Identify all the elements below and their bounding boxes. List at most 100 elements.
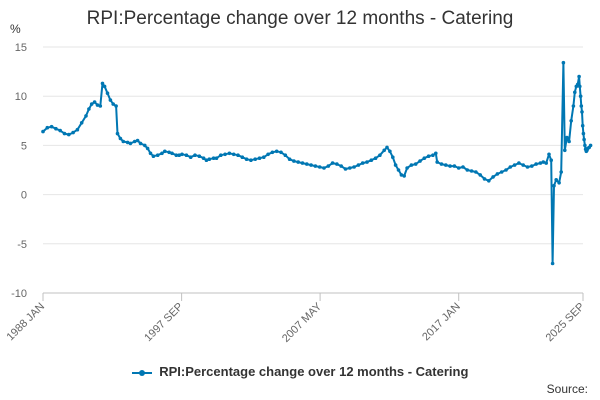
- data-point: [365, 160, 369, 164]
- data-point: [118, 136, 123, 141]
- data-point: [339, 164, 344, 168]
- data-point: [335, 162, 339, 166]
- data-point: [521, 163, 525, 167]
- data-point: [266, 152, 270, 157]
- data-point: [244, 157, 249, 161]
- data-point: [102, 84, 107, 89]
- data-point: [448, 164, 452, 168]
- data-point: [549, 158, 553, 162]
- data-point: [439, 162, 444, 166]
- data-point: [426, 154, 431, 158]
- data-point: [138, 141, 143, 146]
- data-point: [583, 143, 587, 148]
- data-point: [188, 155, 193, 159]
- data-point: [279, 150, 283, 155]
- data-point: [105, 91, 110, 95]
- data-point: [54, 126, 58, 131]
- legend-line-marker-icon: [131, 368, 152, 378]
- data-point: [296, 160, 301, 164]
- data-point: [87, 107, 91, 111]
- data-point: [148, 151, 153, 156]
- data-point: [565, 135, 569, 140]
- data-point: [577, 74, 581, 79]
- data-point: [128, 141, 133, 146]
- data-point: [253, 157, 257, 161]
- data-point: [287, 157, 292, 161]
- data-point: [300, 161, 305, 165]
- chart-title: RPI:Percentage change over 12 months - C…: [86, 8, 514, 29]
- data-point: [125, 140, 130, 145]
- data-point: [550, 261, 555, 266]
- data-point: [193, 153, 197, 157]
- data-point: [180, 152, 184, 157]
- x-tick-label: 2017 JAN: [420, 301, 463, 344]
- data-point: [409, 163, 414, 167]
- data-point: [143, 143, 147, 148]
- data-point: [174, 153, 179, 157]
- y-axis-unit-label: %: [10, 22, 21, 36]
- data-point: [554, 178, 558, 182]
- data-point: [431, 153, 435, 157]
- data-point: [309, 163, 313, 167]
- data-point: [573, 90, 577, 95]
- data-point: [67, 132, 71, 137]
- data-point: [495, 172, 500, 176]
- data-point: [385, 145, 389, 150]
- data-point: [292, 159, 296, 163]
- data-point: [525, 165, 530, 169]
- data-point: [581, 131, 586, 136]
- series-markers: [41, 60, 593, 266]
- y-tick-label: 0: [21, 190, 27, 202]
- data-point: [167, 150, 171, 155]
- data-point: [580, 110, 584, 114]
- data-point: [541, 160, 546, 164]
- data-point: [552, 183, 556, 188]
- data-point: [559, 170, 563, 174]
- data-point: [45, 125, 50, 130]
- data-point: [547, 152, 551, 157]
- data-point: [434, 151, 438, 156]
- data-point: [435, 160, 440, 164]
- data-point: [530, 164, 534, 168]
- data-point: [219, 153, 223, 157]
- data-point: [461, 165, 465, 169]
- data-point: [211, 156, 216, 160]
- data-point: [382, 148, 387, 153]
- data-point: [240, 155, 245, 159]
- y-tick-label: -5: [17, 239, 27, 251]
- data-point: [184, 153, 189, 157]
- data-point: [452, 164, 457, 168]
- data-point: [223, 152, 227, 157]
- data-point: [396, 168, 401, 172]
- data-point: [352, 165, 356, 169]
- data-point: [283, 153, 288, 157]
- data-point: [145, 146, 150, 151]
- data-point: [517, 161, 521, 165]
- x-tick-label: 1988 JAN: [4, 301, 47, 344]
- data-point: [456, 166, 461, 170]
- chart-legend[interactable]: RPI:Percentage change over 12 months - C…: [0, 364, 600, 379]
- x-tick-label: 2025 SEP: [544, 301, 588, 345]
- data-point: [508, 165, 513, 169]
- data-point: [348, 166, 352, 170]
- data-point: [214, 156, 219, 160]
- data-point: [79, 121, 84, 125]
- data-point: [413, 162, 418, 166]
- y-tick-label: 10: [15, 91, 27, 103]
- data-point: [100, 81, 105, 86]
- data-point: [418, 159, 422, 163]
- data-point: [58, 128, 62, 133]
- data-point: [330, 161, 335, 165]
- data-point: [343, 167, 348, 171]
- data-point: [399, 173, 404, 177]
- data-point: [204, 158, 209, 162]
- data-point: [274, 149, 279, 154]
- data-point: [579, 104, 584, 108]
- data-point: [567, 139, 571, 144]
- data-point: [571, 104, 576, 108]
- data-point: [207, 157, 212, 161]
- data-point: [402, 174, 407, 178]
- data-point: [326, 164, 331, 168]
- data-point: [270, 150, 275, 155]
